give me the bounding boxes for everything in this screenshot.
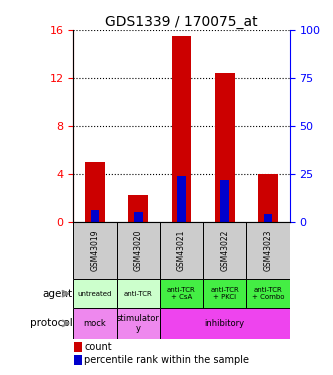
Text: stimulator
y: stimulator y (117, 314, 160, 333)
Bar (74, 355, 82, 364)
Bar (160, 222, 203, 279)
Text: anti-TCR
+ CsA: anti-TCR + CsA (167, 287, 196, 300)
Text: GSM43019: GSM43019 (90, 230, 100, 271)
Bar (73, 308, 117, 339)
Text: protocol: protocol (30, 318, 72, 328)
Bar (246, 222, 290, 279)
Bar (246, 279, 290, 308)
Bar (74, 342, 82, 352)
Text: agent: agent (42, 289, 72, 298)
Bar (160, 308, 290, 339)
Bar (85, 162, 105, 222)
Text: count: count (84, 342, 112, 352)
Bar (160, 279, 203, 308)
Text: percentile rank within the sample: percentile rank within the sample (84, 355, 249, 365)
Bar (117, 279, 160, 308)
Bar (264, 214, 272, 222)
Text: anti-TCR
+ PKCi: anti-TCR + PKCi (210, 287, 239, 300)
Bar (117, 222, 160, 279)
Text: inhibitory: inhibitory (205, 319, 245, 328)
Bar (91, 210, 99, 222)
Bar (215, 73, 234, 222)
Bar (172, 36, 191, 222)
Bar (73, 222, 117, 279)
Text: mock: mock (84, 319, 106, 328)
Bar (117, 308, 160, 339)
Text: GSM43023: GSM43023 (263, 230, 273, 271)
Text: GSM43022: GSM43022 (220, 230, 229, 271)
Bar (220, 180, 229, 222)
Text: anti-TCR: anti-TCR (124, 291, 153, 297)
Bar (203, 279, 246, 308)
Title: GDS1339 / 170075_at: GDS1339 / 170075_at (105, 15, 258, 29)
Bar (73, 279, 117, 308)
Bar (258, 174, 278, 222)
Bar (203, 222, 246, 279)
Bar (129, 195, 148, 222)
Text: anti-TCR
+ Combo: anti-TCR + Combo (252, 287, 284, 300)
Bar (134, 212, 143, 222)
Text: GSM43020: GSM43020 (134, 230, 143, 271)
Text: untreated: untreated (78, 291, 112, 297)
Bar (177, 176, 186, 222)
Text: GSM43021: GSM43021 (177, 230, 186, 271)
